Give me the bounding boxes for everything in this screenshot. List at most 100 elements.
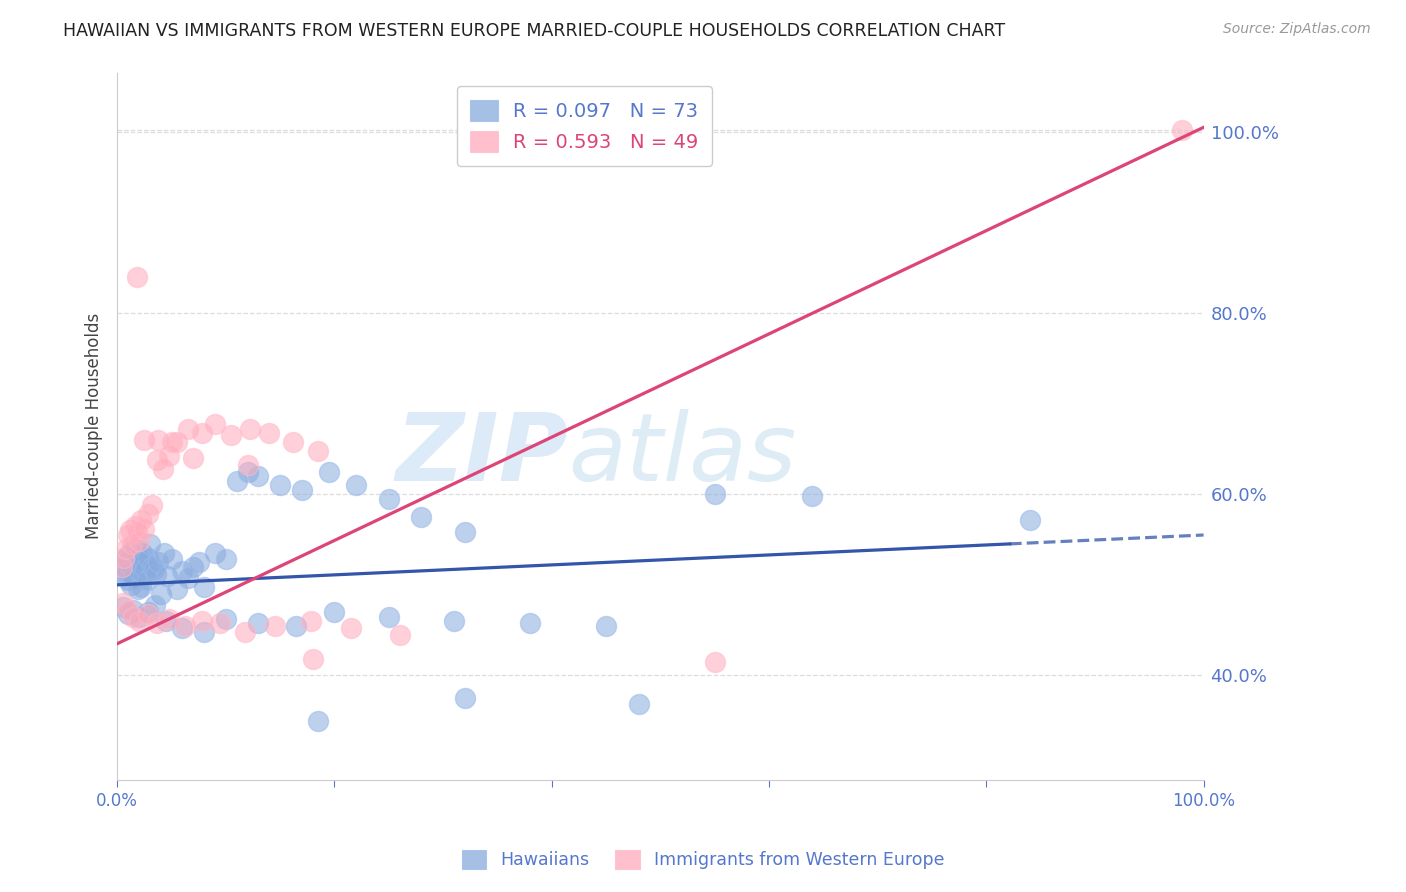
Point — [115, 550, 138, 565]
Y-axis label: Married-couple Households: Married-couple Households — [86, 313, 103, 540]
Point — [136, 605, 159, 619]
Point — [136, 607, 159, 621]
Point — [166, 434, 188, 449]
Point — [134, 522, 156, 536]
Point — [177, 571, 200, 585]
Point — [411, 509, 433, 524]
Point — [118, 555, 141, 569]
Point — [209, 615, 232, 630]
Point — [378, 609, 401, 624]
Point — [135, 574, 157, 588]
Point — [111, 600, 134, 615]
Point — [283, 434, 305, 449]
Text: Source: ZipAtlas.com: Source: ZipAtlas.com — [1223, 22, 1371, 37]
Point — [187, 555, 209, 569]
Point — [323, 605, 346, 619]
Point — [128, 614, 150, 628]
Point — [152, 462, 174, 476]
Point — [703, 487, 725, 501]
Point — [125, 269, 148, 284]
Point — [121, 561, 143, 575]
Point — [148, 433, 170, 447]
Point — [134, 555, 156, 569]
Point — [191, 425, 214, 440]
Point — [285, 618, 308, 632]
Point — [134, 433, 156, 447]
Point — [181, 559, 204, 574]
Point — [172, 564, 194, 578]
Legend: Hawaiians, Immigrants from Western Europe: Hawaiians, Immigrants from Western Europ… — [456, 843, 950, 876]
Point — [801, 489, 824, 503]
Point — [120, 524, 142, 538]
Point — [703, 655, 725, 669]
Point — [141, 559, 163, 574]
Point — [299, 614, 322, 628]
Point — [115, 541, 138, 556]
Point — [149, 587, 172, 601]
Point — [177, 422, 200, 436]
Point — [627, 698, 650, 712]
Text: HAWAIIAN VS IMMIGRANTS FROM WESTERN EUROPE MARRIED-COUPLE HOUSEHOLDS CORRELATION: HAWAIIAN VS IMMIGRANTS FROM WESTERN EURO… — [63, 22, 1005, 40]
Point — [157, 449, 180, 463]
Point — [153, 546, 176, 560]
Point — [143, 561, 166, 575]
Point — [269, 478, 291, 492]
Point — [120, 578, 142, 592]
Point — [247, 469, 270, 483]
Point — [128, 609, 150, 624]
Point — [236, 465, 259, 479]
Point — [239, 422, 262, 436]
Point — [129, 513, 152, 527]
Point — [443, 614, 465, 628]
Point — [134, 561, 156, 575]
Point — [215, 552, 238, 566]
Point — [139, 537, 162, 551]
Point — [114, 568, 136, 582]
Point — [236, 458, 259, 473]
Point — [157, 612, 180, 626]
Point — [117, 574, 139, 588]
Point — [259, 425, 281, 440]
Point — [125, 549, 148, 563]
Point — [110, 559, 132, 574]
Point — [173, 618, 195, 632]
Point — [128, 534, 150, 549]
Point — [122, 603, 145, 617]
Point — [117, 603, 139, 617]
Point — [160, 552, 183, 566]
Point — [454, 525, 477, 540]
Point — [131, 546, 153, 560]
Point — [120, 546, 142, 560]
Point — [247, 615, 270, 630]
Point — [111, 596, 134, 610]
Point — [124, 541, 146, 556]
Point — [128, 564, 150, 578]
Point — [129, 558, 152, 572]
Point — [121, 537, 143, 551]
Point — [307, 714, 329, 728]
Point — [301, 652, 323, 666]
Point — [1018, 513, 1040, 527]
Point — [204, 546, 226, 560]
Point — [124, 552, 146, 566]
Legend: R = 0.097   N = 73, R = 0.593   N = 49: R = 0.097 N = 73, R = 0.593 N = 49 — [457, 87, 711, 166]
Point — [160, 434, 183, 449]
Point — [146, 615, 169, 630]
Point — [115, 564, 138, 578]
Point — [122, 571, 145, 585]
Point — [191, 614, 214, 628]
Point — [143, 598, 166, 612]
Point — [193, 580, 215, 594]
Text: atlas: atlas — [568, 409, 796, 500]
Text: ZIP: ZIP — [395, 409, 568, 500]
Point — [141, 498, 163, 512]
Point — [132, 566, 155, 581]
Point — [172, 621, 194, 635]
Point — [378, 491, 401, 506]
Point — [155, 614, 177, 628]
Point — [291, 483, 314, 497]
Point — [129, 580, 152, 594]
Point — [148, 555, 170, 569]
Point — [344, 478, 367, 492]
Point — [595, 618, 617, 632]
